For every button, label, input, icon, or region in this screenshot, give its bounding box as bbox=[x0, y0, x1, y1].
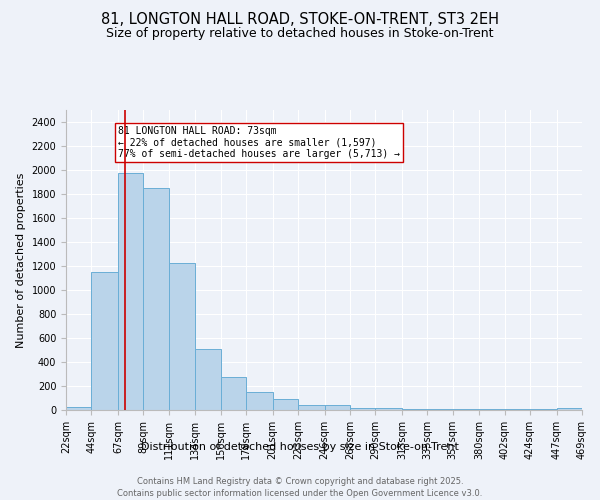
Bar bbox=[325, 404, 350, 410]
Text: Distribution of detached houses by size in Stoke-on-Trent: Distribution of detached houses by size … bbox=[141, 442, 459, 452]
Bar bbox=[169, 263, 195, 410]
Bar bbox=[376, 408, 402, 410]
Bar bbox=[298, 404, 325, 410]
Y-axis label: Number of detached properties: Number of detached properties bbox=[16, 172, 26, 348]
Bar bbox=[221, 377, 246, 410]
Bar bbox=[118, 173, 143, 410]
Bar bbox=[246, 392, 272, 410]
Bar bbox=[66, 407, 91, 410]
Bar bbox=[272, 399, 298, 410]
Bar bbox=[143, 188, 169, 410]
Text: 81 LONGTON HALL ROAD: 73sqm
← 22% of detached houses are smaller (1,597)
77% of : 81 LONGTON HALL ROAD: 73sqm ← 22% of det… bbox=[118, 126, 400, 159]
Bar bbox=[350, 408, 376, 410]
Text: Contains HM Land Registry data © Crown copyright and database right 2025.: Contains HM Land Registry data © Crown c… bbox=[137, 478, 463, 486]
Bar bbox=[402, 409, 427, 410]
Bar bbox=[195, 349, 221, 410]
Bar bbox=[91, 272, 118, 410]
Text: Contains public sector information licensed under the Open Government Licence v3: Contains public sector information licen… bbox=[118, 489, 482, 498]
Bar bbox=[557, 408, 582, 410]
Text: Size of property relative to detached houses in Stoke-on-Trent: Size of property relative to detached ho… bbox=[106, 28, 494, 40]
Text: 81, LONGTON HALL ROAD, STOKE-ON-TRENT, ST3 2EH: 81, LONGTON HALL ROAD, STOKE-ON-TRENT, S… bbox=[101, 12, 499, 28]
